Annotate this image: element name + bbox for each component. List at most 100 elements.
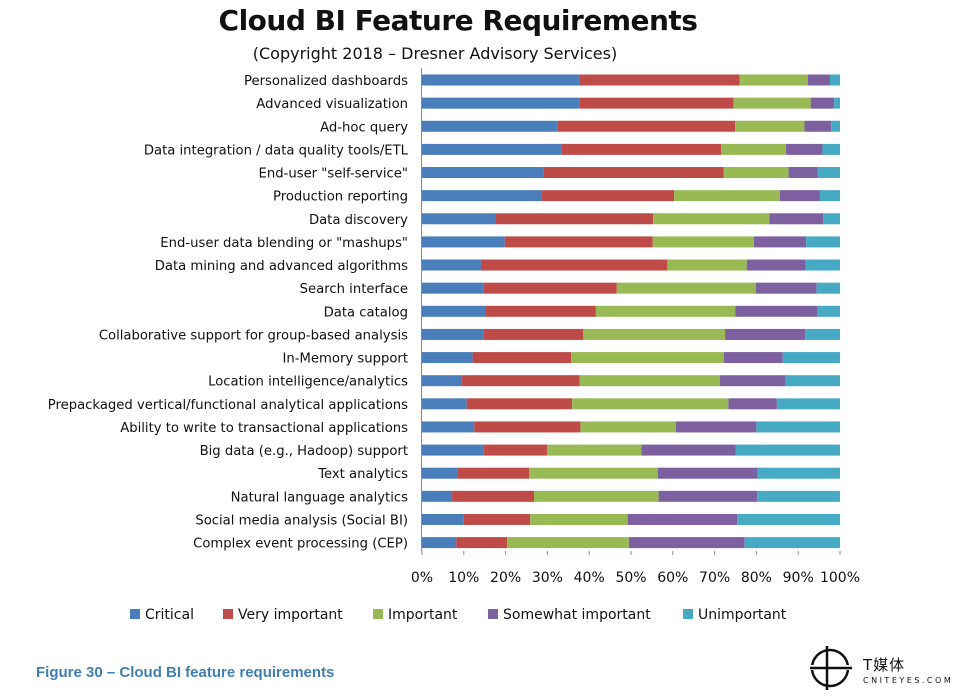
- bar-segment-very-important: [463, 513, 531, 525]
- bar-segment-critical: [422, 213, 496, 225]
- bar-segment-very-important: [504, 236, 653, 248]
- bar-segment-important: [674, 190, 780, 202]
- x-tick-label: 0%: [411, 570, 433, 586]
- bar-segment-critical: [422, 444, 484, 456]
- bar-segment-unimportant: [829, 74, 840, 86]
- x-tick-label: 30%: [532, 570, 563, 586]
- bar-segment-important: [507, 537, 629, 549]
- bar-segment-critical: [422, 236, 505, 248]
- bar-segment-somewhat-important: [657, 467, 758, 479]
- bar-segment-important: [546, 444, 642, 456]
- bar-segment-very-important: [456, 537, 508, 549]
- bar-segment-critical: [422, 328, 484, 340]
- brand-name: T媒体: [863, 656, 906, 674]
- bar-segment-unimportant: [806, 236, 840, 248]
- bar-segment-somewhat-important: [810, 97, 835, 109]
- bar-segment-unimportant: [817, 167, 840, 179]
- bar-segment-critical: [422, 143, 562, 155]
- bar-segment-somewhat-important: [786, 143, 823, 155]
- bar-segment-critical: [422, 97, 580, 109]
- bar-segment-very-important: [483, 282, 617, 294]
- x-tick-label: 70%: [699, 570, 730, 586]
- bar-segment-critical: [422, 74, 580, 86]
- bar-segment-critical: [422, 513, 464, 525]
- brand-watermark: T媒体 CNITEYES.COM: [808, 640, 958, 695]
- bar-segment-very-important: [543, 167, 724, 179]
- bar-segment-somewhat-important: [753, 236, 807, 248]
- bar-segment-unimportant: [823, 213, 840, 225]
- figure-caption: Figure 30 – Cloud BI feature requirement…: [36, 664, 335, 681]
- bar-segment-somewhat-important: [769, 213, 824, 225]
- bar-segment-critical: [422, 259, 481, 271]
- bar-segment-important: [572, 398, 729, 410]
- bar-segment-critical: [422, 190, 542, 202]
- legend-label-unimportant: Unimportant: [698, 607, 787, 623]
- bar-segment-unimportant: [756, 421, 840, 433]
- bar-segment-unimportant: [785, 375, 840, 387]
- bar-segment-somewhat-important: [807, 74, 830, 86]
- category-label: Data mining and advanced algorithms: [155, 259, 408, 274]
- legend-swatch-very-important: [223, 609, 233, 619]
- bar-segment-unimportant: [776, 398, 840, 410]
- bar-segment-critical: [422, 398, 467, 410]
- category-label: Data catalog: [324, 305, 408, 320]
- category-label: Prepackaged vertical/functional analytic…: [48, 398, 408, 413]
- bar-segment-unimportant: [735, 444, 840, 456]
- category-label: Social media analysis (Social BI): [195, 513, 408, 528]
- chart-subtitle: (Copyright 2018 – Dresner Advisory Servi…: [252, 44, 618, 63]
- category-label: Natural language analytics: [231, 490, 408, 505]
- brand-domain: CNITEYES.COM: [863, 676, 954, 685]
- legend-swatch-important: [373, 609, 383, 619]
- legend-label-important: Important: [388, 607, 458, 623]
- bar-segment-very-important: [579, 97, 734, 109]
- bar-segment-unimportant: [831, 120, 840, 132]
- bar-segment-unimportant: [817, 305, 840, 317]
- category-label: Production reporting: [273, 190, 408, 205]
- bar-segment-unimportant: [744, 537, 840, 549]
- bar-segment-critical: [422, 120, 558, 132]
- bar-segment-very-important: [557, 120, 736, 132]
- bar-segment-unimportant: [816, 282, 840, 294]
- bar-segment-important: [652, 236, 754, 248]
- category-label: Search interface: [300, 282, 408, 297]
- x-tick-label: 40%: [574, 570, 605, 586]
- category-label: Ability to write to transactional applic…: [120, 421, 408, 436]
- bar-segment-somewhat-important: [641, 444, 736, 456]
- bar-segment-important: [534, 490, 659, 502]
- x-tick-label: 90%: [783, 570, 814, 586]
- bar-segment-important: [579, 375, 721, 387]
- bar-segment-unimportant: [819, 190, 840, 202]
- category-label: Data integration / data quality tools/ET…: [144, 143, 409, 158]
- bar-segment-somewhat-important: [627, 513, 738, 525]
- bar-segment-important: [529, 467, 658, 479]
- bar-segment-somewhat-important: [755, 282, 817, 294]
- bar-segment-somewhat-important: [735, 305, 818, 317]
- bar-segment-very-important: [452, 490, 535, 502]
- category-label: End-user "self-service": [259, 167, 408, 182]
- bar-segment-somewhat-important: [720, 375, 786, 387]
- x-tick-label: 10%: [448, 570, 479, 586]
- bar-segment-important: [735, 120, 805, 132]
- bar-segment-important: [667, 259, 747, 271]
- bar-segment-very-important: [485, 305, 596, 317]
- bar-segment-unimportant: [757, 467, 840, 479]
- bar-segment-somewhat-important: [788, 167, 818, 179]
- bar-segment-somewhat-important: [728, 398, 777, 410]
- bar-segment-unimportant: [782, 352, 840, 364]
- category-label: In-Memory support: [283, 352, 408, 367]
- bar-segment-somewhat-important: [804, 120, 832, 132]
- bar-segment-unimportant: [822, 143, 840, 155]
- legend-swatch-somewhat-important: [488, 609, 498, 619]
- category-label: End-user data blending or "mashups": [160, 236, 408, 251]
- bar-segment-important: [733, 97, 811, 109]
- x-tick-label: 50%: [615, 570, 646, 586]
- bar-segment-unimportant: [834, 97, 840, 109]
- bar-segment-unimportant: [737, 513, 840, 525]
- bar-segment-unimportant: [805, 328, 840, 340]
- bar-segment-very-important: [474, 421, 581, 433]
- category-label: Advanced visualization: [256, 97, 408, 112]
- legend-label-very-important: Very important: [238, 607, 343, 623]
- bar-segment-important: [721, 143, 787, 155]
- x-tick-label: 100%: [820, 570, 860, 586]
- bar-segment-somewhat-important: [746, 259, 806, 271]
